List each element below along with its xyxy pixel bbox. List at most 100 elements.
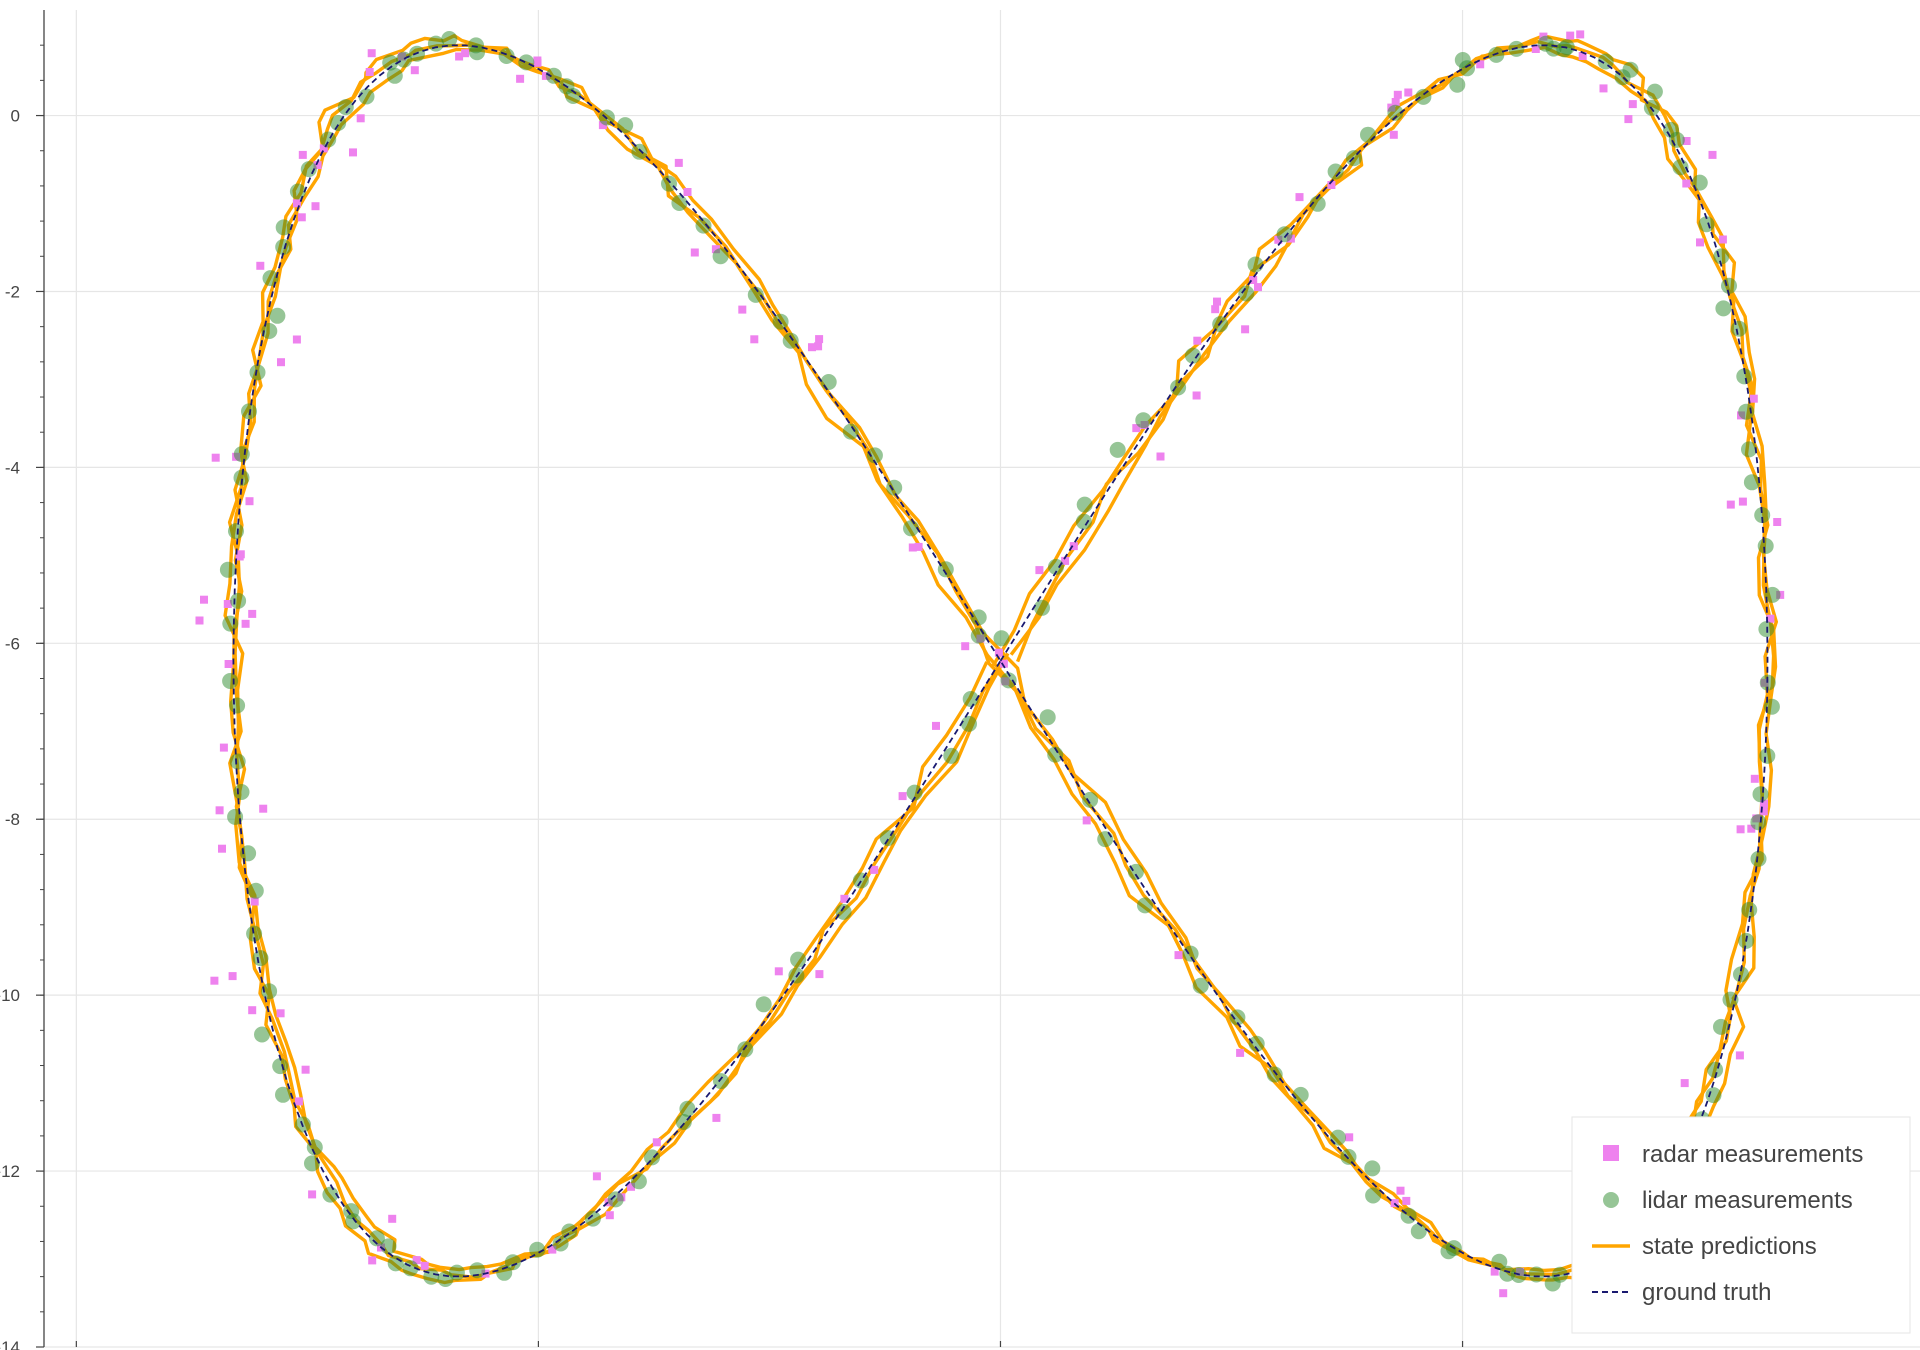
radar-measurement-point <box>1402 1196 1411 1205</box>
lidar-measurement-point <box>1743 474 1760 491</box>
lidar-measurement-point <box>233 784 250 800</box>
radar-measurement-point <box>1696 238 1704 247</box>
radar-measurement-point <box>683 188 692 196</box>
lidar-measurement-point <box>498 48 515 64</box>
radar-measurement-point <box>1718 235 1727 244</box>
radar-measurement-point <box>1393 90 1402 99</box>
y-tick-label: -12 <box>0 1162 20 1181</box>
lidar-measurement-point <box>1754 507 1771 524</box>
lidar-measurement-point <box>1668 131 1685 148</box>
radar-measurement-point <box>999 659 1008 668</box>
radar-measurement-point <box>420 1261 429 1270</box>
lidar-measurement-point <box>1646 83 1663 100</box>
radar-measurement-point <box>256 261 265 270</box>
lidar-measurement-point <box>254 1026 270 1043</box>
lidar-measurement-point <box>644 1149 660 1166</box>
lidar-measurement-point <box>1731 320 1747 337</box>
lidar-measurement-point <box>1528 1266 1545 1283</box>
radar-measurement-point <box>248 609 257 618</box>
radar-measurement-point <box>932 721 940 730</box>
lidar-measurement-point <box>261 323 278 339</box>
radar-measurement-point <box>412 1256 421 1265</box>
plot-area <box>195 30 1785 1298</box>
legend-radar-label: radar measurements <box>1642 1141 1863 1168</box>
lidar-measurement-point <box>1109 441 1126 458</box>
lidar-measurement-point <box>337 99 354 116</box>
lidar-measurement-point <box>712 248 729 265</box>
lidar-measurement-point <box>1247 256 1264 273</box>
lidar-measurement-point <box>1544 1275 1561 1292</box>
radar-measurement-point <box>870 865 879 874</box>
lidar-measurement-point <box>782 332 799 349</box>
y-tick-label: -8 <box>5 810 20 829</box>
radar-measurement-point <box>308 1190 317 1199</box>
lidar-measurement-point <box>1276 226 1293 243</box>
lidar-measurement-point <box>448 1264 465 1281</box>
lidar-measurement-point <box>1365 1187 1382 1204</box>
lidar-measurement-point <box>661 175 677 192</box>
radar-measurement-point <box>356 114 365 123</box>
radar-measurement-point <box>674 158 683 167</box>
lidar-measurement-point <box>230 592 247 609</box>
radar-measurement-point <box>250 897 259 906</box>
radar-measurement-point <box>228 972 237 981</box>
radar-measurement-point <box>711 245 720 254</box>
lidar-measurement-point <box>679 1100 696 1117</box>
lidar-measurement-point <box>1048 558 1064 575</box>
lidar-measurement-point <box>233 469 250 486</box>
radar-measurement-point <box>298 150 307 159</box>
lidar-measurement-point <box>269 307 286 324</box>
lidar-measurement-point <box>233 446 250 463</box>
radar-measurement-point <box>1736 825 1745 834</box>
radar-measurement-point <box>533 56 542 65</box>
radar-measurement-point <box>1766 614 1775 623</box>
radar-measurement-point <box>774 967 783 976</box>
lidar-measurement-point <box>1229 1009 1246 1026</box>
lidar-measurement-point <box>1309 195 1326 212</box>
radar-measurement-point <box>1531 45 1540 53</box>
lidar-measurement-point <box>737 1041 754 1058</box>
lidar-measurement-point <box>387 1255 404 1272</box>
radar-measurement-point <box>292 199 301 208</box>
lidar-measurement-point <box>1034 599 1050 616</box>
lidar-measurement-point <box>1750 850 1767 867</box>
radar-measurement-point <box>1747 824 1756 833</box>
radar-measurement-point <box>1254 283 1262 292</box>
y-tick-label: -2 <box>5 282 20 301</box>
lidar-measurement-point <box>246 925 263 942</box>
y-tick-label: -10 <box>0 986 20 1005</box>
lidar-measurement-point <box>962 691 979 707</box>
lidar-measurement-point <box>1750 814 1767 831</box>
radar-measurement-point <box>690 248 699 257</box>
lidar-measurement-point <box>272 1058 289 1075</box>
lidar-measurement-point <box>1415 88 1432 105</box>
lidar-measurement-point <box>1764 586 1781 603</box>
lidar-measurement-point <box>961 715 977 732</box>
lidar-measurement-point <box>1454 52 1471 68</box>
radar-measurement-point <box>994 648 1003 657</box>
lidar-measurement-point <box>1340 1148 1357 1165</box>
lidar-measurement-point <box>1440 1243 1457 1260</box>
radar-measurement-point <box>313 161 322 170</box>
lidar-measurement-point <box>1449 76 1466 93</box>
radar-measurement-point <box>1236 1048 1245 1057</box>
radar-measurement-point <box>1082 816 1091 825</box>
state-prediction-line <box>227 39 1778 1279</box>
lidar-measurement-point <box>1597 53 1614 70</box>
lidar-measurement-point <box>275 1086 291 1103</box>
lidar-measurement-point <box>469 1262 486 1279</box>
lidar-measurement-point <box>222 615 239 632</box>
radar-measurement-point <box>410 66 419 75</box>
lidar-measurement-point <box>835 903 852 920</box>
radar-measurement-point <box>1345 1133 1354 1142</box>
radar-measurement-point <box>218 844 226 853</box>
radar-measurement-point <box>1389 130 1398 139</box>
lidar-measurement-point <box>1137 897 1153 914</box>
lidar-measurement-point <box>261 983 278 1000</box>
lidar-measurement-point <box>1000 672 1017 689</box>
lidar-measurement-point <box>561 1223 578 1240</box>
radar-measurement-point <box>898 792 907 801</box>
lidar-measurement-point <box>617 117 634 134</box>
legend: radar measurements lidar measurements st… <box>1571 1116 1911 1334</box>
